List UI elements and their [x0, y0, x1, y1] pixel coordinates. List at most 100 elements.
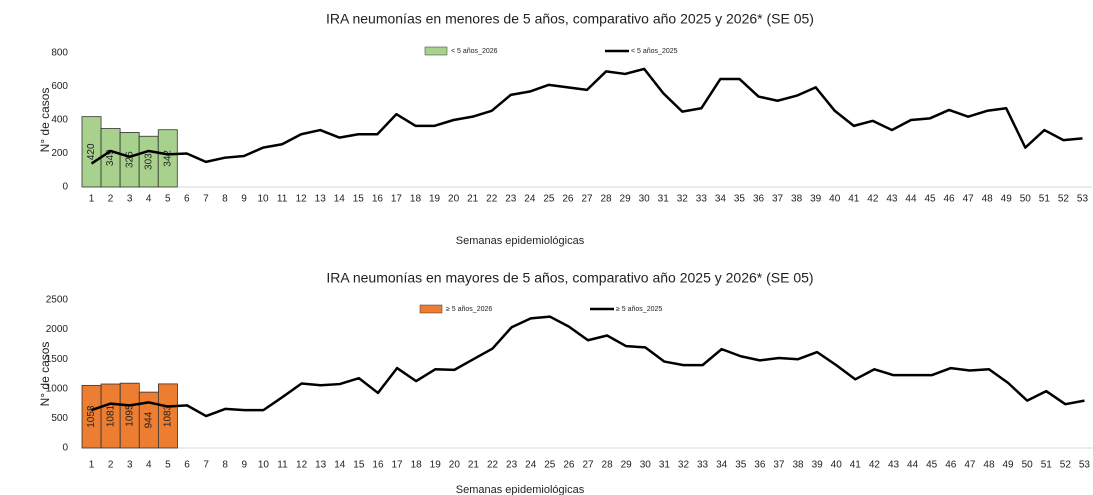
x-tick-label: 6	[184, 460, 190, 471]
x-tick-label: 27	[582, 460, 594, 471]
x-tick-label: 20	[449, 460, 461, 471]
x-tick-label: 37	[773, 460, 785, 471]
data-label: 326	[124, 151, 135, 168]
x-tick-label: 52	[1058, 194, 1070, 205]
chart-title: IRA neumonías en mayores de 5 años, comp…	[326, 270, 813, 286]
data-label: 303	[143, 153, 154, 170]
x-tick-label: 42	[867, 194, 879, 205]
x-tick-label: 44	[907, 460, 919, 471]
x-axis-label: Semanas epidemiológicas	[456, 235, 585, 247]
x-tick-label: 39	[812, 460, 824, 471]
x-tick-label: 47	[964, 460, 976, 471]
data-label: 1095	[124, 404, 135, 427]
x-tick-label: 10	[257, 194, 269, 205]
x-tick-label: 47	[963, 194, 975, 205]
x-tick-label: 38	[792, 460, 804, 471]
x-tick-label: 45	[926, 460, 938, 471]
bar	[157, 129, 178, 188]
y-tick-label: 2500	[46, 295, 69, 306]
x-tick-label: 5	[165, 194, 171, 205]
legend-label: < 5 años_2026	[451, 48, 498, 55]
data-label: 349	[105, 149, 116, 166]
y-tick-label: 0	[62, 443, 68, 454]
x-tick-label: 50	[1022, 460, 1034, 471]
x-tick-label: 4	[146, 194, 152, 205]
x-tick-label: 6	[184, 194, 190, 205]
x-tick-label: 23	[505, 194, 517, 205]
x-tick-label: 36	[753, 194, 765, 205]
x-tick-label: 33	[697, 460, 709, 471]
x-tick-label: 49	[1003, 460, 1015, 471]
x-tick-label: 1	[89, 194, 95, 205]
x-tick-label: 17	[391, 460, 403, 471]
x-tick-label: 48	[982, 194, 994, 205]
line-series	[90, 67, 1083, 165]
x-tick-label: 1	[89, 460, 95, 471]
x-tick-label: 39	[810, 194, 822, 205]
x-tick-label: 34	[716, 460, 728, 471]
y-tick-label: 600	[51, 81, 68, 92]
x-tick-label: 12	[296, 194, 308, 205]
x-tick-label: 49	[1001, 194, 1013, 205]
x-tick-label: 35	[734, 194, 746, 205]
x-tick-label: 36	[754, 460, 766, 471]
x-tick-label: 23	[506, 460, 518, 471]
data-label: 944	[143, 411, 154, 428]
y-axis-label: N° de casos	[38, 88, 52, 153]
y-tick-label: 0	[62, 182, 68, 193]
x-tick-label: 46	[944, 194, 956, 205]
x-tick-label: 13	[315, 194, 327, 205]
x-tick-label: 52	[1060, 460, 1072, 471]
x-tick-label: 35	[735, 460, 747, 471]
x-axis-label: Semanas epidemiológicas	[456, 484, 585, 495]
x-tick-label: 30	[639, 194, 651, 205]
x-tick-label: 16	[372, 460, 384, 471]
chart-title: IRA neumonías en menores de 5 años, comp…	[326, 11, 814, 27]
x-tick-label: 24	[525, 460, 537, 471]
y-tick-label: 200	[51, 148, 68, 159]
x-tick-label: 17	[391, 194, 403, 205]
x-tick-label: 38	[791, 194, 803, 205]
x-tick-label: 7	[203, 460, 209, 471]
data-label: 342	[162, 150, 173, 167]
x-tick-label: 31	[658, 194, 670, 205]
data-label: 1083	[163, 404, 174, 427]
x-tick-label: 10	[258, 460, 270, 471]
y-tick-label: 500	[51, 413, 68, 424]
x-tick-label: 43	[886, 194, 898, 205]
x-tick-label: 5	[165, 460, 171, 471]
data-label: 1081	[105, 404, 116, 427]
x-tick-label: 22	[487, 460, 499, 471]
x-tick-label: 26	[563, 460, 575, 471]
x-tick-label: 40	[829, 194, 841, 205]
x-tick-label: 51	[1041, 460, 1053, 471]
x-tick-label: 53	[1079, 460, 1091, 471]
x-tick-label: 16	[372, 194, 384, 205]
x-tick-label: 28	[602, 460, 614, 471]
x-tick-label: 30	[640, 460, 652, 471]
x-tick-label: 46	[945, 460, 957, 471]
x-tick-label: 13	[315, 460, 327, 471]
x-tick-label: 24	[524, 194, 536, 205]
x-tick-label: 4	[146, 460, 152, 471]
x-tick-label: 42	[869, 460, 881, 471]
x-tick-label: 50	[1020, 194, 1032, 205]
x-tick-label: 53	[1077, 194, 1089, 205]
x-tick-label: 11	[277, 460, 288, 471]
y-axis-label: N° de casos	[38, 342, 52, 407]
x-tick-label: 37	[772, 194, 784, 205]
line-series	[91, 315, 1085, 418]
y-tick-label: 1500	[46, 354, 69, 365]
x-tick-label: 14	[334, 460, 346, 471]
x-tick-label: 29	[621, 460, 633, 471]
x-tick-label: 29	[620, 194, 632, 205]
x-tick-label: 2	[108, 460, 114, 471]
x-tick-label: 28	[600, 194, 612, 205]
x-tick-label: 18	[411, 460, 423, 471]
x-tick-label: 19	[429, 194, 441, 205]
x-tick-label: 22	[486, 194, 498, 205]
x-tick-label: 25	[543, 194, 555, 205]
y-tick-label: 400	[51, 115, 68, 126]
x-tick-label: 44	[905, 194, 917, 205]
